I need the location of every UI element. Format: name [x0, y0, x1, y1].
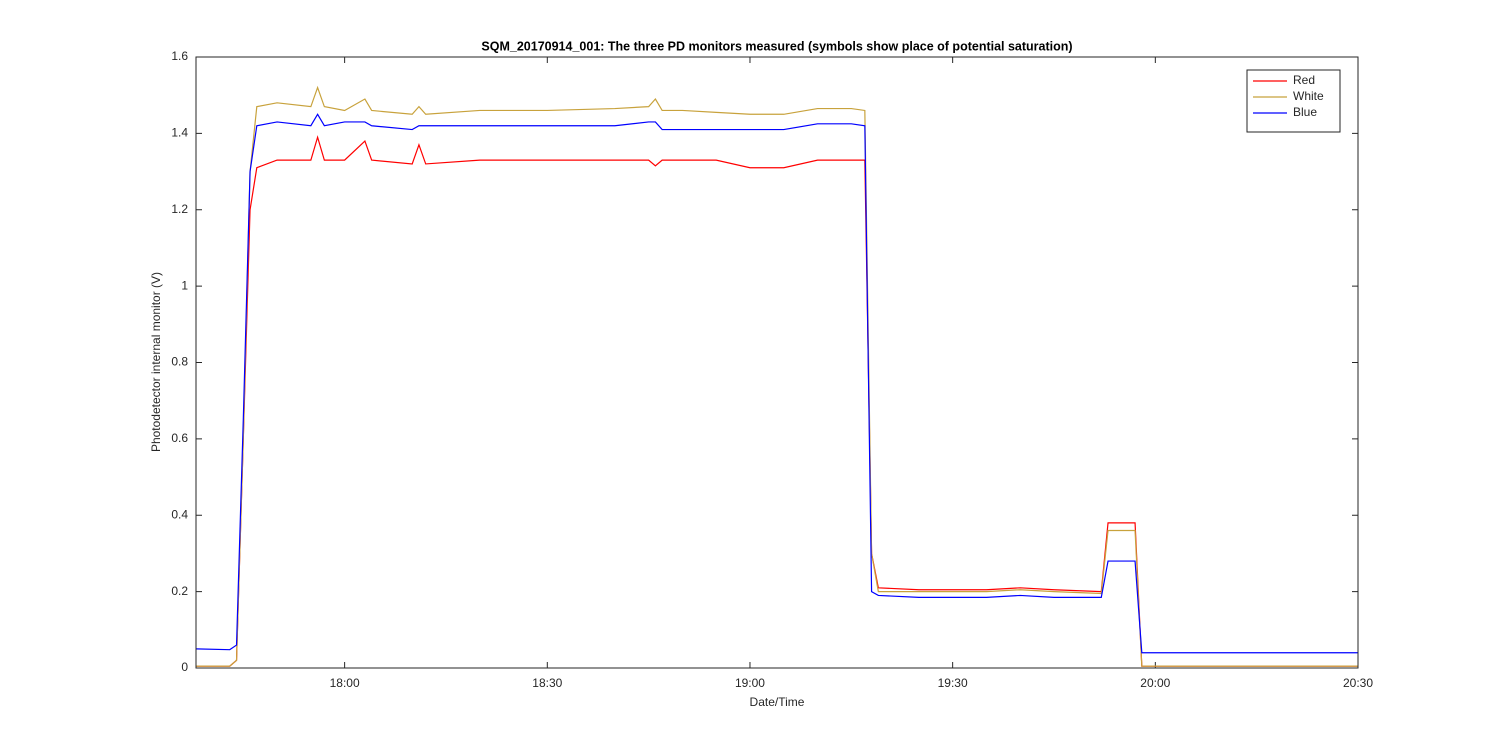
x-tick-label: 18:30 [532, 676, 562, 690]
data-line [195, 113, 1358, 654]
legend-label: Blue [1293, 105, 1317, 119]
x-tick-label: 20:30 [1343, 676, 1373, 690]
x-tick-label: 19:00 [735, 676, 765, 690]
legend-label: White [1293, 89, 1324, 103]
x-tick-label: 19:30 [938, 676, 968, 690]
y-tick-label: 0.4 [171, 507, 188, 521]
y-tick-label: 1.2 [171, 202, 188, 216]
y-tick-label: 1.4 [171, 126, 188, 140]
x-axis-label: Date/Time [750, 695, 805, 709]
data-line [196, 135, 1358, 667]
plot-frame [195, 56, 1359, 669]
y-tick-label: 1.6 [171, 49, 188, 63]
legend-label: Red [1293, 73, 1315, 87]
y-tick-label: 0 [181, 660, 188, 674]
y-axis-label: Photodetector internal monitor (V) [149, 272, 163, 452]
x-tick-label: 18:00 [330, 676, 360, 690]
y-tick-label: 0.8 [171, 355, 188, 369]
x-tick-label: 20:00 [1140, 676, 1170, 690]
y-tick-label: 0.6 [171, 431, 188, 445]
y-tick-label: 0.2 [171, 584, 188, 598]
data-line [196, 85, 1358, 667]
chart-title: SQM_20170914_001: The three PD monitors … [481, 39, 1072, 53]
y-tick-label: 1 [181, 278, 188, 292]
legend-box [1246, 69, 1341, 133]
